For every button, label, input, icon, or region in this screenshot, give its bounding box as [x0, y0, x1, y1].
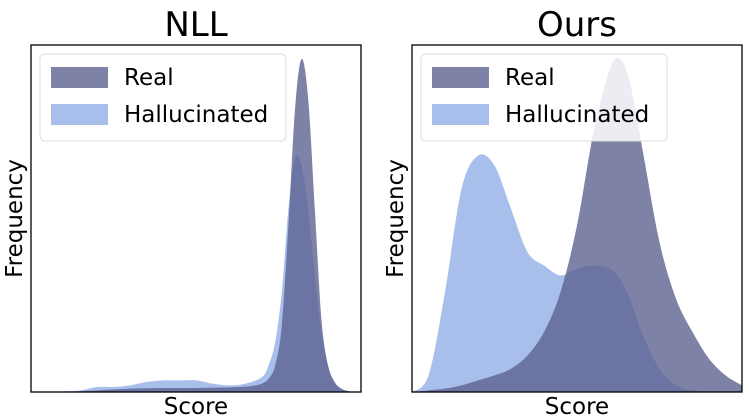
legend-swatch-hallucinated	[432, 104, 489, 125]
legend-swatch-real	[432, 67, 489, 88]
series-area-real	[412, 57, 742, 392]
plot-area	[64, 58, 355, 392]
y-axis-label: Frequency	[383, 159, 409, 278]
chart-title: Ours	[537, 5, 617, 45]
legend: Real Hallucinated	[39, 53, 287, 142]
chart-panel-nll: NLL Score Frequency Real Hallucinated	[2, 5, 362, 419]
series-area-real	[64, 58, 355, 392]
y-axis-label: Frequency	[2, 159, 28, 278]
legend-label-real: Real	[505, 65, 555, 91]
x-axis-label: Score	[545, 394, 609, 419]
legend-label-hallucinated: Hallucinated	[505, 102, 649, 128]
legend-swatch-hallucinated	[51, 104, 108, 125]
plot-frame	[30, 44, 362, 393]
chart-title: NLL	[164, 5, 227, 45]
chart-panel-ours: Ours Score Frequency Real Hallucinated	[383, 5, 743, 419]
legend-swatch-real	[51, 67, 108, 88]
x-axis-label: Score	[164, 394, 228, 419]
legend: Real Hallucinated	[420, 53, 668, 142]
plot-area	[412, 57, 742, 392]
plot-frame	[411, 44, 743, 393]
legend-label-hallucinated: Hallucinated	[124, 102, 268, 128]
legend-label-real: Real	[124, 65, 174, 91]
